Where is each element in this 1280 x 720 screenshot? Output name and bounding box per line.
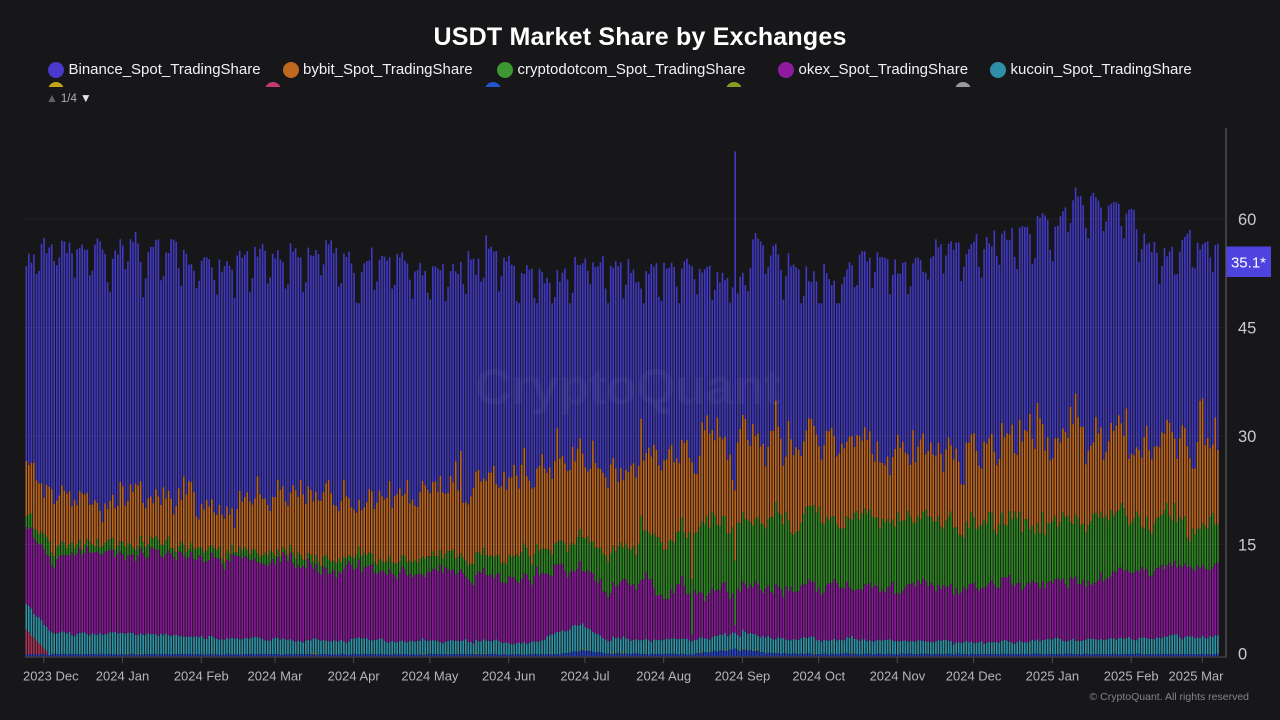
svg-text:2025 Mar: 2025 Mar [1169, 669, 1225, 684]
svg-text:2024 Dec: 2024 Dec [946, 669, 1002, 684]
svg-text:2023 Dec: 2023 Dec [23, 669, 79, 684]
svg-text:45: 45 [1238, 320, 1256, 338]
svg-text:2024 May: 2024 May [401, 669, 459, 684]
svg-text:2025 Jan: 2025 Jan [1026, 669, 1080, 684]
svg-text:2024 Nov: 2024 Nov [870, 669, 926, 684]
svg-text:35.1*: 35.1* [1231, 255, 1266, 272]
svg-text:2024 Aug: 2024 Aug [636, 669, 691, 684]
svg-text:2024 Apr: 2024 Apr [328, 669, 381, 684]
svg-text:CryptoQuant: CryptoQuant [475, 359, 781, 415]
svg-text:2025 Feb: 2025 Feb [1104, 669, 1159, 684]
svg-text:2024 Oct: 2024 Oct [792, 669, 845, 684]
svg-text:60: 60 [1238, 211, 1256, 229]
svg-text:2024 Feb: 2024 Feb [174, 669, 229, 684]
svg-text:2024 Jun: 2024 Jun [482, 669, 536, 684]
svg-text:2024 Sep: 2024 Sep [715, 669, 771, 684]
svg-text:15: 15 [1238, 537, 1256, 555]
svg-text:0: 0 [1238, 646, 1247, 664]
svg-text:2024 Jan: 2024 Jan [96, 669, 150, 684]
svg-text:30: 30 [1238, 428, 1256, 446]
svg-text:2024 Mar: 2024 Mar [248, 669, 304, 684]
svg-text:2024 Jul: 2024 Jul [560, 669, 609, 684]
